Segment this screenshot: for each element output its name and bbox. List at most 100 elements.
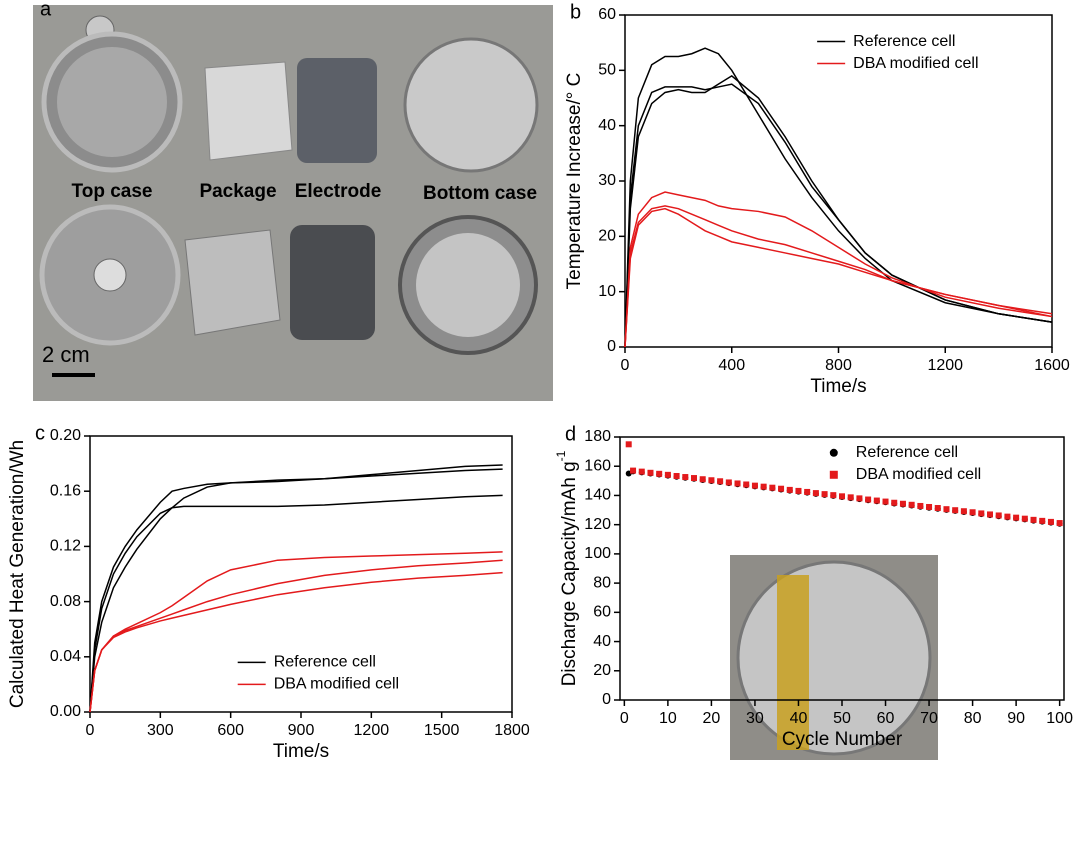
x-tick-label: 40 xyxy=(790,710,808,727)
y-tick-label: 160 xyxy=(584,457,611,474)
photo-a: 2 cm a Top case Package Electrode Bottom… xyxy=(33,0,553,401)
y-tick-label: 100 xyxy=(584,545,611,562)
point xyxy=(1039,517,1046,524)
point xyxy=(987,511,993,518)
point xyxy=(943,506,950,513)
caption: Top case xyxy=(72,181,153,202)
point xyxy=(891,499,898,506)
y-tick-label: 0.20 xyxy=(50,427,81,444)
point xyxy=(882,498,889,505)
point xyxy=(664,471,671,478)
x-axis-title: Time/s xyxy=(810,376,866,397)
y-tick-label: 10 xyxy=(598,283,616,300)
legend-label: Reference cell xyxy=(853,33,955,50)
point xyxy=(917,502,924,509)
legend-marker xyxy=(829,448,838,457)
point xyxy=(960,508,967,515)
legend-marker xyxy=(829,470,838,479)
y-tick-label: 0 xyxy=(607,338,616,355)
line-series xyxy=(624,207,1053,348)
x-tick-label: 800 xyxy=(825,357,852,374)
line-series xyxy=(624,83,1053,348)
y-tick-label: 140 xyxy=(584,487,611,504)
y-tick-label: 40 xyxy=(598,117,616,134)
x-tick-label: 70 xyxy=(920,710,938,727)
line-series xyxy=(89,464,503,713)
legend-label: DBA modified cell xyxy=(853,55,978,72)
x-tick-label: 0 xyxy=(86,722,95,739)
point xyxy=(795,487,802,494)
photo-bottom-case-inner xyxy=(416,233,520,337)
y-axis-title: Discharge Capacity/mAh g-1 xyxy=(554,450,580,686)
x-tick-label: 0 xyxy=(621,357,630,374)
point xyxy=(926,503,933,510)
y-tick-label: 20 xyxy=(593,662,611,679)
panel-label: b xyxy=(570,1,581,23)
point xyxy=(717,478,724,485)
point xyxy=(804,488,811,495)
y-tick-label: 80 xyxy=(593,574,611,591)
x-tick-label: 20 xyxy=(703,710,721,727)
point xyxy=(995,512,1002,519)
x-tick-label: 300 xyxy=(147,722,174,739)
photo-top-case-mesh xyxy=(57,47,167,157)
x-tick-label: 400 xyxy=(718,357,745,374)
point xyxy=(760,483,767,490)
point xyxy=(1047,518,1054,525)
x-tick-label: 1200 xyxy=(927,357,963,374)
point xyxy=(1030,516,1037,523)
point xyxy=(769,484,776,491)
line-series xyxy=(89,494,503,713)
point xyxy=(786,486,793,493)
y-tick-label: 0.12 xyxy=(50,538,81,555)
point xyxy=(682,474,689,481)
y-axis-title-text: Discharge Capacity/mAh g xyxy=(559,461,580,686)
plot-frame xyxy=(624,14,1053,348)
caption: Bottom case xyxy=(423,183,537,204)
x-tick-label: 600 xyxy=(217,722,244,739)
photo-electrode-after xyxy=(290,225,375,340)
y-axis-title: Calculated Heat Generation/Wh xyxy=(7,440,28,708)
y-tick-label: 30 xyxy=(598,172,616,189)
y-tick-label: 0.00 xyxy=(50,703,81,720)
x-tick-label: 900 xyxy=(288,722,315,739)
photo-bottom-case xyxy=(403,37,539,173)
caption: Package xyxy=(199,181,276,202)
photo-electrode xyxy=(297,58,377,163)
y-tick-label: 50 xyxy=(598,62,616,79)
y-axis-title-text: Calculated Heat Generation/Wh xyxy=(7,440,28,708)
x-tick-label: 90 xyxy=(1007,710,1025,727)
y-axis-title-text: Temperature Increase/° C xyxy=(564,73,585,290)
x-tick-label: 0 xyxy=(620,710,629,727)
point xyxy=(1021,515,1028,522)
point xyxy=(691,475,697,482)
point xyxy=(625,441,632,448)
caption: Electrode xyxy=(295,181,382,202)
point xyxy=(908,501,915,508)
x-tick-label: 1600 xyxy=(1034,357,1070,374)
point xyxy=(969,509,976,516)
point xyxy=(751,482,758,489)
point xyxy=(899,500,906,507)
y-tick-label: 0.16 xyxy=(50,482,81,499)
y-tick-label: 0 xyxy=(602,691,611,708)
point xyxy=(856,495,863,502)
point xyxy=(978,510,985,517)
legend-label: DBA modified cell xyxy=(856,466,981,483)
legend-label: Reference cell xyxy=(274,654,376,671)
y-tick-label: 60 xyxy=(598,6,616,23)
point xyxy=(647,469,654,476)
line-series xyxy=(89,571,503,713)
y-tick-label: 20 xyxy=(598,228,616,245)
line-series xyxy=(624,191,1053,348)
point xyxy=(1004,513,1011,520)
point xyxy=(821,491,828,498)
point xyxy=(743,481,750,488)
scale-bar-label: 2 cm xyxy=(42,342,90,367)
x-tick-label: 80 xyxy=(964,710,982,727)
x-tick-label: 50 xyxy=(833,710,851,727)
x-tick-label: 60 xyxy=(877,710,895,727)
y-tick-label: 40 xyxy=(593,633,611,650)
y-tick-label: 60 xyxy=(593,604,611,621)
